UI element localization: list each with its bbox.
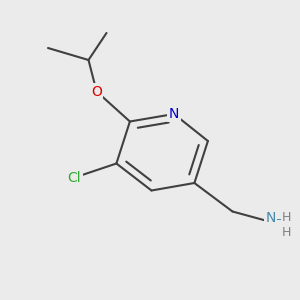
Text: H: H [282,226,291,239]
Text: N: N [266,211,276,224]
Text: H: H [282,211,291,224]
Text: NH₂: NH₂ [266,214,289,227]
Text: O: O [91,85,102,98]
Text: N: N [169,107,179,121]
Text: Cl: Cl [68,171,81,184]
